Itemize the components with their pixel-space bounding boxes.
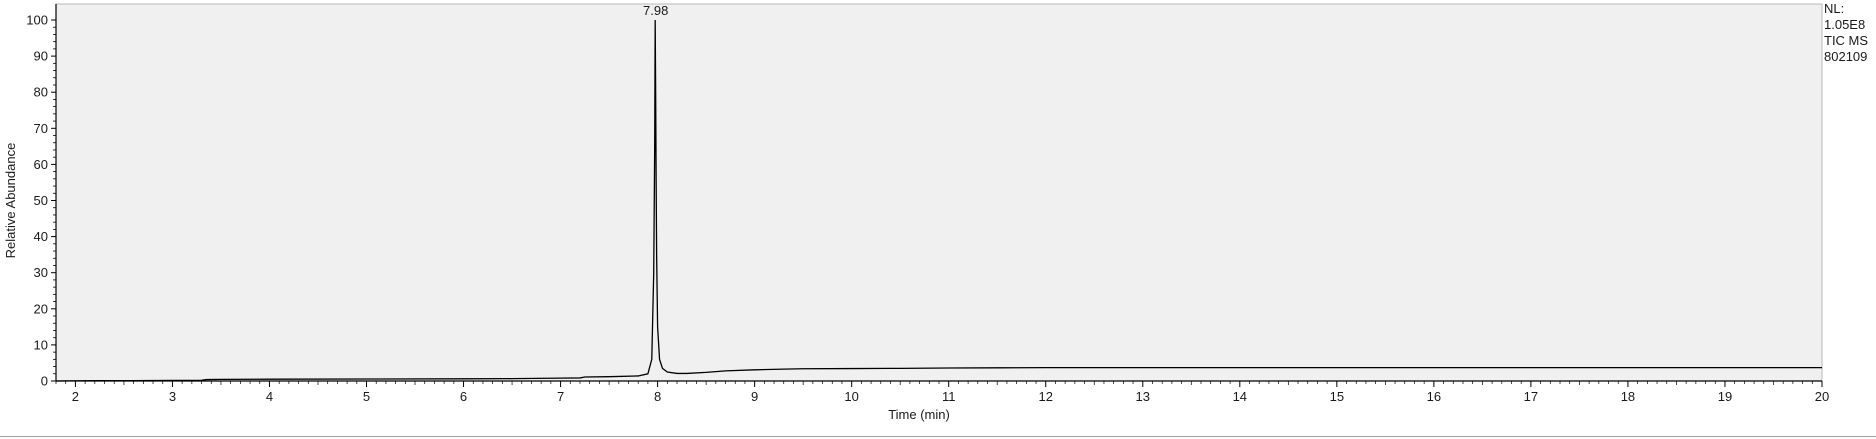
x-tick-label: 19 xyxy=(1718,389,1732,404)
y-tick-label: 60 xyxy=(34,157,48,172)
x-tick-label: 15 xyxy=(1330,389,1344,404)
x-tick-label: 4 xyxy=(266,389,273,404)
bottom-divider xyxy=(0,436,1876,437)
y-tick-label: 10 xyxy=(34,337,48,352)
info-block: NL: 1.05E8 TIC MS 802109 xyxy=(1824,1,1868,64)
peak-label: 7.98 xyxy=(643,3,668,18)
x-tick-label: 13 xyxy=(1136,389,1150,404)
y-axis-title: Relative Abundance xyxy=(3,143,18,259)
x-tick-label: 9 xyxy=(751,389,758,404)
x-tick-label: 3 xyxy=(169,389,176,404)
x-tick-label: 6 xyxy=(460,389,467,404)
y-tick-label: 100 xyxy=(26,13,48,28)
y-tick-label: 30 xyxy=(34,265,48,280)
y-tick-label: 0 xyxy=(41,374,48,389)
x-tick-label: 2 xyxy=(72,389,79,404)
peak-annotations: 7.98 xyxy=(643,3,668,18)
x-tick-label: 16 xyxy=(1427,389,1441,404)
y-tick-label: 50 xyxy=(34,193,48,208)
x-tick-label: 20 xyxy=(1815,389,1829,404)
y-tick-label: 20 xyxy=(34,301,48,316)
x-tick-label: 8 xyxy=(654,389,661,404)
y-tick-label: 80 xyxy=(34,85,48,100)
x-tick-label: 17 xyxy=(1524,389,1538,404)
info-line-scan-type: TIC MS xyxy=(1824,33,1868,48)
y-tick-label: 90 xyxy=(34,49,48,64)
plot-area xyxy=(55,3,1823,382)
x-tick-label: 18 xyxy=(1621,389,1635,404)
x-axis-ticks: 2 3 4 5 6 7 8 9 10 11 12 13 14 15 16 17 18 19 20 xyxy=(55,381,1829,404)
x-tick-label: 12 xyxy=(1039,389,1053,404)
y-tick-label: 70 xyxy=(34,121,48,136)
info-line-file-id: 802109 xyxy=(1824,49,1867,64)
info-line-nl-label: NL: xyxy=(1824,1,1844,16)
info-line-nl-value: 1.05E8 xyxy=(1824,17,1865,32)
series-line-tic xyxy=(55,19,1822,382)
x-tick-label: 10 xyxy=(844,389,858,404)
y-axis-ticks: 0 10 20 30 40 50 60 70 80 90 100 xyxy=(26,13,56,389)
x-tick-label: 11 xyxy=(942,389,956,404)
x-tick-label: 14 xyxy=(1233,389,1247,404)
x-tick-label: 7 xyxy=(557,389,564,404)
y-tick-label: 40 xyxy=(34,229,48,244)
x-tick-label: 5 xyxy=(363,389,370,404)
x-axis-title: Time (min) xyxy=(888,407,950,422)
